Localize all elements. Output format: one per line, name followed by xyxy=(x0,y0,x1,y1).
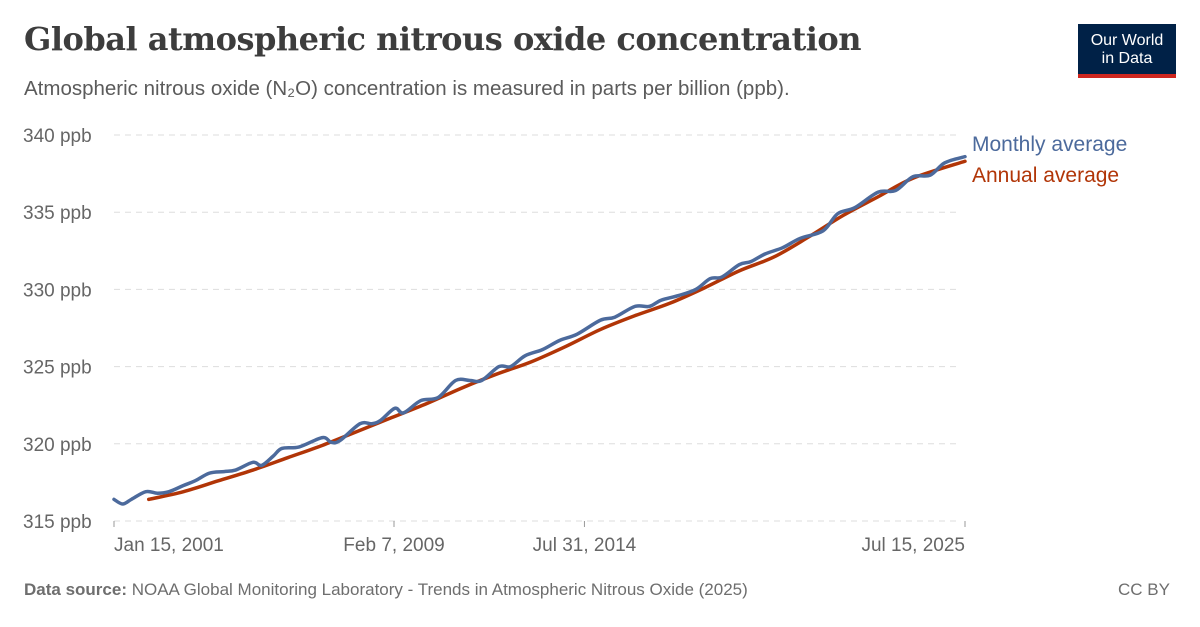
logo-line-1: Our World xyxy=(1090,32,1164,49)
x-tick-label: Jan 15, 2001 xyxy=(114,535,224,556)
license[interactable]: CC BY xyxy=(1118,580,1170,599)
series-line-monthly-average xyxy=(112,154,967,506)
chart-title: Global atmospheric nitrous oxide concent… xyxy=(24,20,862,58)
x-tick-label: Jul 15, 2025 xyxy=(861,535,965,556)
legend-label-annual-average: Annual average xyxy=(972,164,1119,187)
x-tick-label: Feb 7, 2009 xyxy=(343,535,444,556)
y-tick-label: 335 ppb xyxy=(23,203,92,224)
x-tick-label: Jul 31, 2014 xyxy=(533,535,637,556)
data-source: Data source: NOAA Global Monitoring Labo… xyxy=(24,580,748,600)
legend-label-monthly-average: Monthly average xyxy=(972,133,1127,156)
data-source-text[interactable]: NOAA Global Monitoring Laboratory - Tren… xyxy=(131,580,748,599)
y-tick-label: 315 ppb xyxy=(23,512,92,533)
y-tick-label: 320 ppb xyxy=(23,435,92,456)
owid-logo[interactable]: Our World in Data xyxy=(1078,24,1176,78)
chart-subtitle: Atmospheric nitrous oxide (N₂O) concentr… xyxy=(24,77,790,100)
y-tick-label: 330 ppb xyxy=(23,280,92,301)
logo-line-2: in Data xyxy=(1101,50,1153,67)
y-tick-label: 325 ppb xyxy=(23,358,92,379)
data-source-label: Data source: xyxy=(24,580,127,599)
y-tick-label: 340 ppb xyxy=(23,126,92,147)
